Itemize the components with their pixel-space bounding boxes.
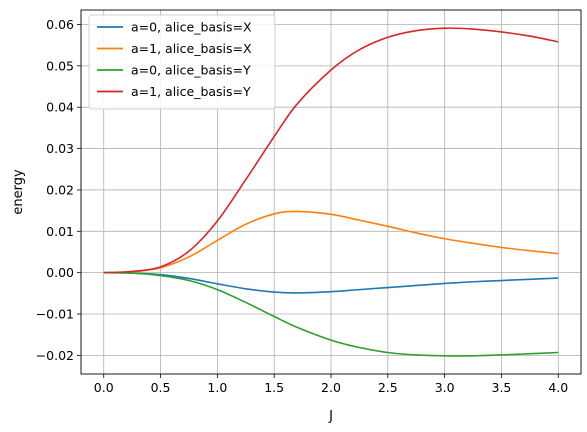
y-tick-label: 0.00 bbox=[46, 265, 74, 280]
x-axis-ticks: 0.0 0.5 1.0 1.5 2.0 2.5 3.0 3.5 4.0 bbox=[94, 374, 568, 395]
x-tick-label: 3.5 bbox=[492, 380, 512, 395]
y-axis-ticks: −0.02 −0.01 0.00 0.01 0.02 0.03 0.04 0.05 0.06 bbox=[36, 17, 81, 363]
y-tick-label: 0.01 bbox=[46, 224, 74, 239]
y-tick-label: −0.02 bbox=[36, 348, 74, 363]
legend-box bbox=[88, 14, 276, 110]
x-tick-label: 4.0 bbox=[548, 380, 568, 395]
y-tick-label: 0.05 bbox=[46, 58, 74, 73]
series-line-1 bbox=[103, 271, 559, 294]
y-tick-label: 0.02 bbox=[46, 182, 74, 197]
legend: a=0, alice_basis=X a=1, alice_basis=X a=0,… bbox=[88, 14, 276, 110]
series-lines bbox=[103, 27, 559, 357]
legend-label: a=1, alice_basis=Y bbox=[131, 84, 251, 99]
legend-label: a=0, alice_basis=X bbox=[131, 20, 252, 35]
series-line-2 bbox=[103, 210, 559, 274]
legend-label: a=1, alice_basis=X bbox=[131, 41, 252, 56]
x-tick-label: 3.0 bbox=[435, 380, 455, 395]
x-tick-label: 1.5 bbox=[264, 380, 284, 395]
series-line-4 bbox=[103, 27, 559, 274]
y-tick-label: 0.06 bbox=[46, 17, 74, 32]
x-tick-label: 2.5 bbox=[378, 380, 398, 395]
x-tick-label: 0.0 bbox=[94, 380, 114, 395]
x-tick-label: 1.0 bbox=[207, 380, 227, 395]
y-tick-label: 0.04 bbox=[46, 100, 74, 115]
y-tick-label: −0.01 bbox=[36, 307, 74, 322]
x-tick-label: 2.0 bbox=[321, 380, 341, 395]
y-tick-label: 0.03 bbox=[46, 141, 74, 156]
y-axis-label: energy bbox=[11, 169, 26, 215]
series-line-3 bbox=[103, 271, 559, 357]
grid bbox=[81, 10, 581, 374]
x-tick-label: 0.5 bbox=[151, 380, 171, 395]
legend-label: a=0, alice_basis=Y bbox=[131, 63, 251, 78]
x-axis-label: J bbox=[328, 409, 333, 424]
